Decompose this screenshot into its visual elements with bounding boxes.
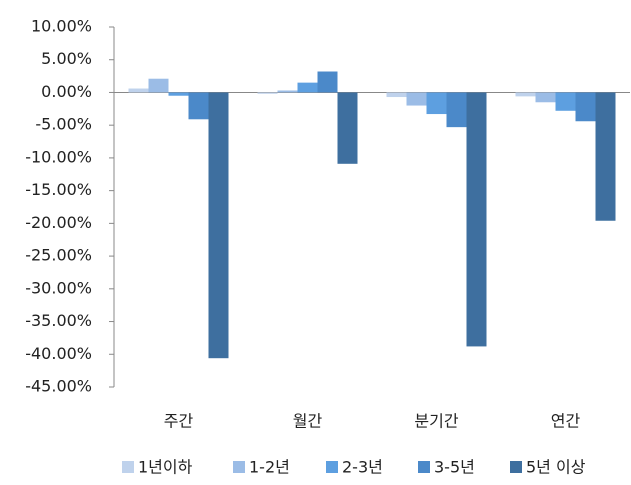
- bar: [555, 92, 576, 111]
- legend-label: 1-2년: [249, 458, 290, 477]
- bar: [466, 92, 487, 347]
- legend-swatch: [122, 461, 134, 473]
- y-tick-label: -20.00%: [25, 213, 92, 232]
- y-tick-label: -15.00%: [25, 180, 92, 199]
- bar: [208, 92, 229, 359]
- legend-label: 2-3년: [342, 458, 383, 477]
- legend-swatch: [510, 461, 522, 473]
- legend-swatch: [233, 461, 245, 473]
- y-tick-label: -35.00%: [25, 311, 92, 330]
- bar: [168, 92, 189, 96]
- legend-swatch: [418, 461, 430, 473]
- bar: [128, 88, 149, 93]
- bar: [406, 92, 427, 106]
- bar: [595, 92, 616, 221]
- bar: [575, 92, 596, 122]
- x-tick-label: 주간: [164, 412, 194, 431]
- x-tick-label: 월간: [293, 412, 323, 431]
- bar: [515, 92, 536, 97]
- legend-label: 3-5년: [434, 458, 475, 477]
- y-tick-label: -30.00%: [25, 278, 92, 297]
- bar: [446, 92, 467, 128]
- bar: [188, 92, 209, 120]
- y-tick-label: -40.00%: [25, 344, 92, 363]
- bar: [535, 92, 556, 103]
- y-tick-label: -25.00%: [25, 246, 92, 265]
- bar: [337, 92, 358, 164]
- legend-swatch: [326, 461, 338, 473]
- bar: [257, 92, 278, 94]
- y-tick-label: 10.00%: [31, 17, 92, 36]
- bar: [148, 78, 169, 93]
- y-tick-label: -10.00%: [25, 147, 92, 166]
- bar: [386, 92, 407, 98]
- legend-label: 5년 이상: [526, 458, 586, 477]
- bar: [317, 71, 338, 93]
- y-tick-label: -45.00%: [25, 377, 92, 396]
- legend-label: 1년이하: [138, 458, 193, 477]
- bar: [277, 90, 298, 93]
- x-tick-label: 연간: [551, 412, 581, 431]
- bar: [297, 82, 318, 93]
- y-tick-label: 5.00%: [41, 49, 92, 68]
- y-tick-label: -5.00%: [35, 115, 92, 134]
- bar: [426, 92, 447, 115]
- y-tick-label: 0.00%: [41, 82, 92, 101]
- x-tick-label: 분기간: [414, 412, 458, 431]
